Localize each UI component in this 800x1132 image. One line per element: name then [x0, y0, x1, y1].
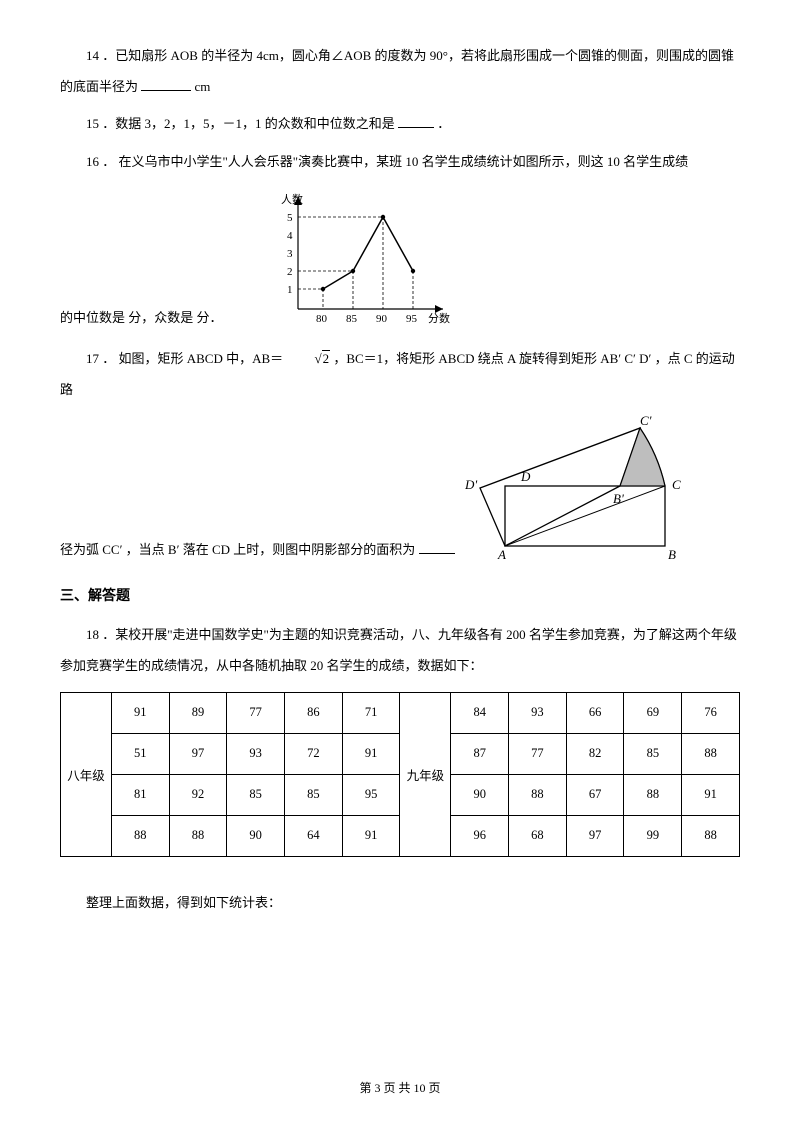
section-3-heading: 三、解答题: [60, 585, 740, 605]
table-cell: 76: [682, 692, 740, 733]
q18-line1: 18 ．某校开展"走进中国数学史"为主题的知识竞赛活动，八、九年级各有 200 …: [60, 627, 737, 673]
table-cell: 86: [285, 692, 343, 733]
table-cell: 77: [509, 733, 567, 774]
table-cell: 92: [169, 774, 227, 815]
ytick-4: 4: [287, 230, 293, 242]
table-cell: 82: [566, 733, 624, 774]
table-cell: 97: [169, 733, 227, 774]
ytick-2: 2: [287, 266, 293, 278]
table-cell: 68: [509, 815, 567, 856]
page: 14 ．已知扇形 AOB 的半径为 4cm，圆心角∠AOB 的度数为 90°，若…: [0, 0, 800, 1132]
sqrt-val: 2: [322, 350, 331, 366]
table-cell: 89: [169, 692, 227, 733]
table-cell: 91: [111, 692, 169, 733]
q18-summary: 整理上面数据，得到如下统计表：: [60, 887, 740, 918]
table-cell: 96: [451, 815, 509, 856]
table-cell: 88: [624, 774, 682, 815]
table-cell: 95: [342, 774, 400, 815]
grade9-label: 九年级: [400, 692, 451, 856]
table-cell: 91: [342, 733, 400, 774]
label-Bp: B': [613, 491, 624, 506]
question-16-line1: 16 ． 在义乌市中小学生"人人会乐器"演奏比赛中，某班 10 名学生成绩统计如…: [60, 146, 740, 177]
question-17-line1: 17 ． 如图，矩形 ABCD 中，AB＝ 2 ，BC＝1，将矩形 ABCD 绕…: [60, 343, 740, 405]
xlabel: 分数: [428, 312, 450, 325]
table-cell: 97: [566, 815, 624, 856]
q16-line1: 16 ． 在义乌市中小学生"人人会乐器"演奏比赛中，某班 10 名学生成绩统计如…: [86, 154, 688, 169]
grade8-label: 八年级: [61, 692, 112, 856]
label-D: D: [520, 469, 531, 484]
q17-svg: A B C D B' C' D': [465, 411, 705, 561]
question-15: 15 ．数据 3，2，1，5，－1，1 的众数和中位数之和是 ．: [60, 108, 740, 139]
table-cell: 67: [566, 774, 624, 815]
label-C: C: [672, 477, 681, 492]
table-cell: 66: [566, 692, 624, 733]
table-cell: 85: [285, 774, 343, 815]
table-cell: 93: [227, 733, 285, 774]
table-cell: 88: [509, 774, 567, 815]
table-cell: 90: [227, 815, 285, 856]
q16-line2: 的中位数是 分，众数是 分．: [60, 302, 223, 333]
sqrt-icon: 2: [286, 343, 330, 374]
q16-gap2: 分．: [193, 310, 222, 325]
q17-line2: 径为弧 CC′ ，当点 B′ 落在 CD 上时，则图中阴影部分的面积为: [60, 534, 455, 565]
table-cell: 77: [227, 692, 285, 733]
q16-chart: 1 2 3 4 5: [263, 189, 453, 333]
table-cell: 69: [624, 692, 682, 733]
table-cell: 51: [111, 733, 169, 774]
label-A: A: [497, 547, 506, 561]
q18-summary-text: 整理上面数据，得到如下统计表：: [86, 895, 281, 910]
table-cell: 85: [227, 774, 285, 815]
table-cell: 88: [169, 815, 227, 856]
q15-suffix: ．: [437, 116, 450, 131]
table-cell: 91: [682, 774, 740, 815]
question-14: 14 ．已知扇形 AOB 的半径为 4cm，圆心角∠AOB 的度数为 90°，若…: [60, 40, 740, 102]
label-Dp: D': [465, 477, 477, 492]
xtick-90: 90: [376, 313, 388, 325]
q17-diagram: A B C D B' C' D': [465, 411, 705, 565]
xtick-85: 85: [346, 313, 358, 325]
table-cell: 88: [682, 815, 740, 856]
ylabel: 人数: [281, 193, 303, 206]
question-17-row: 径为弧 CC′ ，当点 B′ 落在 CD 上时，则图中阴影部分的面积为 A: [60, 411, 740, 565]
table-cell: 99: [624, 815, 682, 856]
label-Cp: C': [640, 413, 652, 428]
table-cell: 84: [451, 692, 509, 733]
xtick-80: 80: [316, 313, 328, 325]
table-cell: 71: [342, 692, 400, 733]
footer-total: 10: [414, 1081, 426, 1095]
page-footer: 第 3 页 共 10 页: [0, 1079, 800, 1096]
table-cell: 81: [111, 774, 169, 815]
table-cell: 72: [285, 733, 343, 774]
q16-mid-label: 的中位数是: [60, 310, 125, 325]
footer-b: 页 共: [380, 1081, 413, 1095]
ytick-3: 3: [287, 248, 293, 260]
table-cell: 88: [111, 815, 169, 856]
table-cell: 64: [285, 815, 343, 856]
q16-gap1: 分，众数是: [125, 310, 193, 325]
ytick-5: 5: [287, 212, 293, 224]
q18-table: 八年级 91 89 77 86 71 九年级 84 93 66 69 76 51…: [60, 692, 740, 857]
table-cell: 88: [682, 733, 740, 774]
label-B: B: [668, 547, 676, 561]
table-cell: 90: [451, 774, 509, 815]
table-cell: 93: [509, 692, 567, 733]
ytick-1: 1: [287, 284, 293, 296]
question-18-text: 18 ．某校开展"走进中国数学史"为主题的知识竞赛活动，八、九年级各有 200 …: [60, 619, 740, 681]
q15-blank: [398, 114, 434, 128]
q17-line2-text: 径为弧 CC′ ，当点 B′ 落在 CD 上时，则图中阴影部分的面积为: [60, 542, 415, 557]
table-cell: 87: [451, 733, 509, 774]
q15-text: 15 ．数据 3，2，1，5，－1，1 的众数和中位数之和是: [86, 116, 395, 131]
q14-blank: [141, 77, 191, 91]
table-cell: 85: [624, 733, 682, 774]
footer-c: 页: [426, 1081, 441, 1095]
xtick-95: 95: [406, 313, 418, 325]
question-16-row: 的中位数是 分，众数是 分． 1 2 3 4 5: [60, 183, 740, 333]
q14-unit: cm: [195, 79, 211, 94]
q16-chart-svg: 1 2 3 4 5: [263, 189, 453, 329]
q17-blank: [419, 540, 455, 554]
q17-a: 17 ． 如图，矩形 ABCD 中，AB＝: [86, 351, 283, 366]
table-cell: 91: [342, 815, 400, 856]
footer-a: 第: [359, 1081, 374, 1095]
